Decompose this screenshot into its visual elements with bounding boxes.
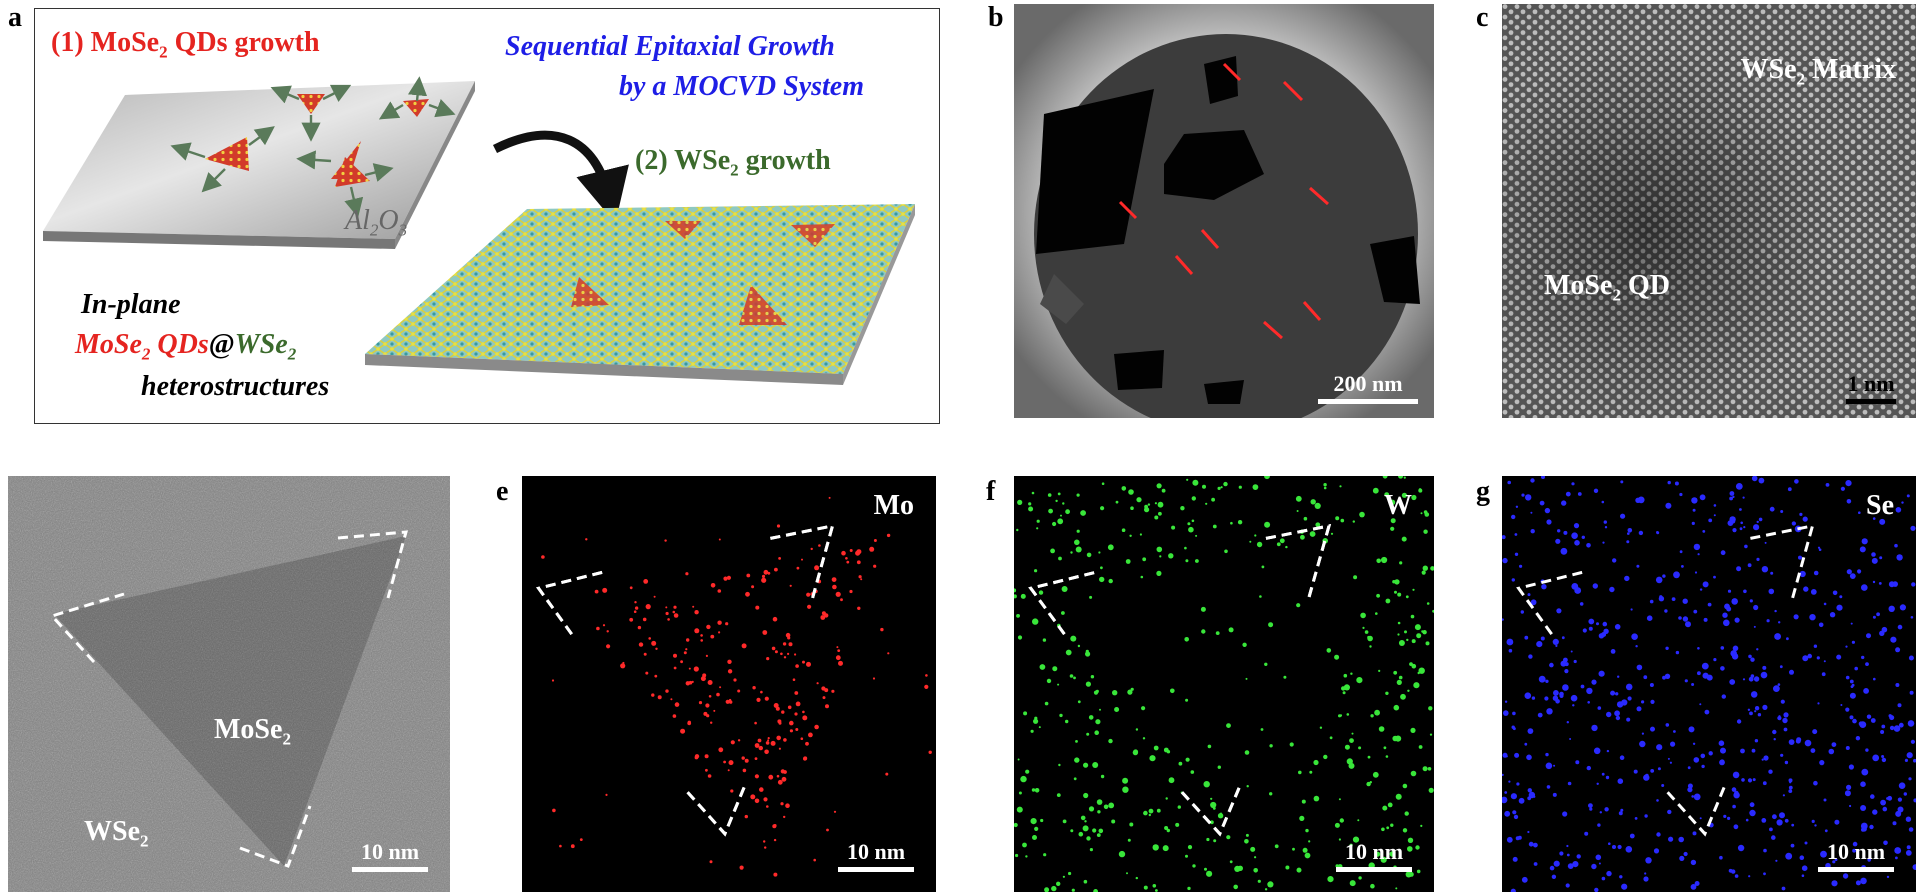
panel-label-b: b (988, 2, 1004, 33)
scale-bar-e-label: 10 nm (846, 839, 906, 864)
panel-label-f: f (986, 476, 996, 507)
caption-line-3: heterostructures (141, 371, 330, 402)
red-arrows (1118, 62, 1329, 340)
panel-a-schematic: (1) MoSe2 QDs growth Sequential Epitaxia… (34, 8, 940, 424)
se-eds-map (1502, 476, 1916, 892)
mo-eds-map (536, 496, 932, 877)
tem-overview-image (1014, 4, 1434, 418)
mose2-label: MoSe2 (214, 714, 291, 749)
panel-d-tem: MoSe2 WSe2 10 nm (8, 476, 450, 892)
panel-label-c: c (1476, 2, 1489, 33)
scale-bar-g: 10 nm (1818, 839, 1894, 872)
scale-bar-c: 1 nm (1846, 371, 1896, 404)
title-line-2: by a MOCVD System (619, 71, 864, 102)
substrate-label: Al2O3 (345, 205, 408, 240)
panel-label-g: g (1476, 476, 1490, 507)
atomic-resolution-image (1502, 4, 1916, 418)
w-eds-map (1014, 476, 1434, 892)
triangle-qd-image (8, 476, 450, 892)
title-line-1: Sequential Epitaxial Growth (505, 31, 835, 62)
scale-bar-d-label: 10 nm (360, 839, 420, 864)
sapphire-substrate (43, 81, 475, 239)
mose2-qd-label: MoSe2 QD (1544, 270, 1670, 305)
panel-g-se-map: Se 10 nm (1502, 476, 1916, 892)
scale-bar-b: 200 nm (1318, 371, 1418, 404)
scale-bar-e: 10 nm (838, 839, 914, 872)
scale-bar-f-label: 10 nm (1344, 839, 1404, 864)
scale-bar-c-label: 1 nm (1847, 371, 1895, 396)
se-element-label: Se (1866, 490, 1894, 521)
panel-e-mo-map: Mo 10 nm (522, 476, 936, 892)
panel-b-tem: 200 nm (1014, 4, 1434, 418)
scale-bar-g-label: 10 nm (1826, 839, 1886, 864)
caption-line-1: In-plane (81, 289, 181, 320)
panel-label-a: a (8, 2, 22, 33)
schematic-drawing (43, 76, 915, 385)
scale-bar-b-label: 200 nm (1333, 371, 1403, 396)
caption-line-2: MoSe2 QDs@WSe2 (75, 329, 297, 364)
step2-label: (2) WSe2 growth (635, 145, 831, 180)
mo-element-label: Mo (873, 490, 914, 521)
wse2-lattice-layer (365, 204, 915, 374)
scale-bar-f: 10 nm (1336, 839, 1412, 872)
wse2-label: WSe2 (84, 816, 149, 851)
w-element-label: W (1384, 490, 1412, 521)
step1-label: (1) MoSe2 QDs growth (51, 27, 320, 62)
scale-bar-d: 10 nm (352, 839, 428, 872)
panel-label-e: e (496, 476, 509, 507)
wse2-matrix-label: WSe2 Matrix (1740, 54, 1896, 89)
panel-c-stem: WSe2 Matrix MoSe2 QD 1 nm (1502, 4, 1916, 418)
panel-f-w-map: W 10 nm (1014, 476, 1434, 892)
